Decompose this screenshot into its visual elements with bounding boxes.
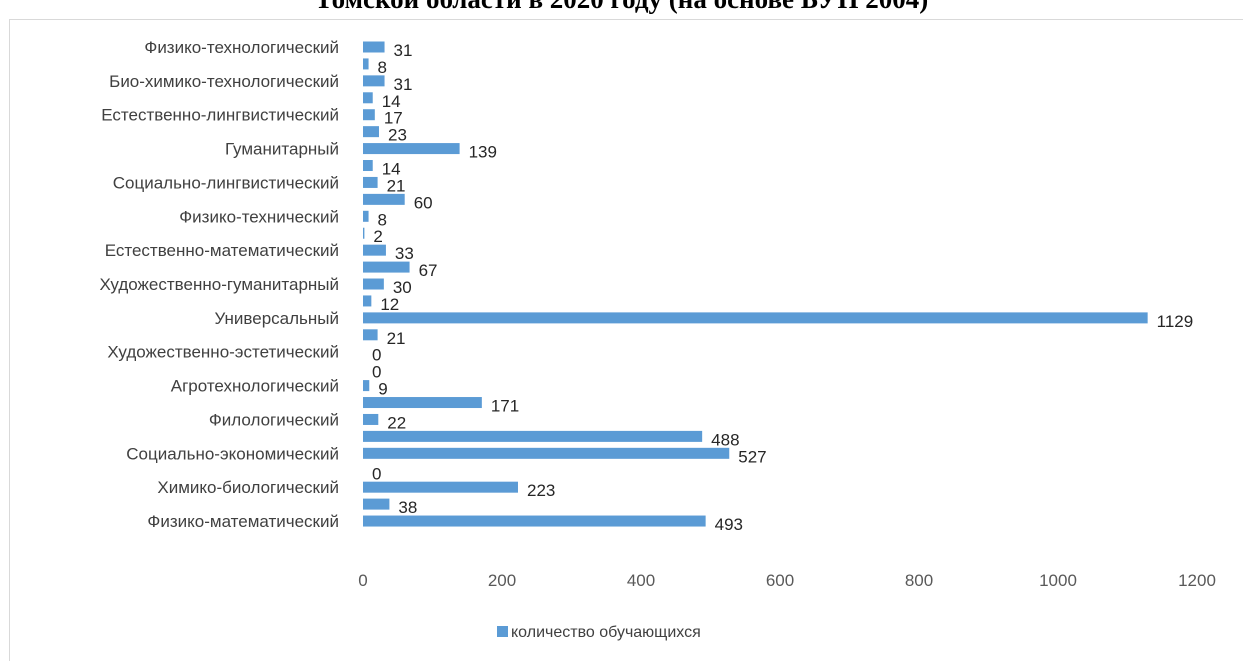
bar [363, 447, 730, 459]
value-label: 33 [395, 244, 414, 263]
category-label: Химико-биологический [157, 478, 339, 497]
bar [363, 176, 378, 188]
bar [363, 143, 460, 155]
category-labels: Физико-технологический Био-химико-техноло… [99, 38, 339, 531]
category-label: Естественно-лингвистический [101, 106, 339, 125]
legend-label: количество обучающихся [511, 624, 701, 641]
value-label: 488 [711, 430, 739, 449]
value-label: 23 [388, 126, 407, 145]
bars-layer [363, 41, 1148, 527]
legend: количество обучающихся [497, 624, 701, 641]
value-label: 31 [394, 75, 413, 94]
value-label: 527 [738, 447, 766, 466]
value-label: 1129 [1157, 312, 1194, 331]
category-label: Агротехнологический [171, 377, 339, 396]
bar [363, 92, 373, 104]
value-label: 171 [491, 397, 519, 416]
value-label: 67 [419, 261, 438, 280]
bar [363, 227, 365, 239]
x-tick-label: 200 [488, 571, 516, 590]
x-tick-label: 1200 [1178, 571, 1216, 590]
category-label: Художественно-гуманитарный [99, 275, 339, 294]
chart-frame [9, 19, 1243, 661]
x-tick-label: 1000 [1039, 571, 1077, 590]
bar [363, 397, 482, 409]
value-label: 2 [373, 227, 382, 246]
value-label: 21 [387, 176, 406, 195]
value-label: 8 [378, 210, 387, 229]
value-label: 17 [384, 109, 403, 128]
chart-title: Томской области в 2020 году (на основе Б… [0, 0, 1243, 15]
value-label: 9 [378, 380, 387, 399]
x-tick-label: 0 [358, 571, 367, 590]
bar [363, 126, 379, 138]
category-label: Физико-технический [179, 207, 339, 226]
bar [363, 41, 385, 53]
value-label: 38 [398, 498, 417, 517]
x-axis-ticks: 0 200 400 600 800 1000 1200 [358, 571, 1216, 590]
bar [363, 75, 385, 87]
bar [363, 329, 378, 341]
value-label: 0 [372, 363, 381, 382]
value-label: 60 [414, 193, 433, 212]
value-label: 0 [372, 464, 381, 483]
value-label: 0 [372, 346, 381, 365]
bar [363, 210, 369, 222]
category-label: Художественно-эстетический [107, 343, 339, 362]
value-label: 8 [378, 58, 387, 77]
bar [363, 380, 370, 392]
bar [363, 193, 405, 205]
category-label: Гуманитарный [225, 140, 339, 159]
legend-swatch [497, 626, 508, 637]
value-label: 139 [469, 143, 497, 162]
category-label: Филологический [209, 410, 339, 429]
category-label: Социально-экономический [126, 444, 339, 463]
category-label: Естественно-математический [105, 241, 339, 260]
value-labels: 3183114172313914216082336730121129210091… [372, 41, 1193, 534]
value-label: 31 [394, 41, 413, 60]
category-label: Социально-лингвистический [113, 173, 339, 192]
x-tick-label: 800 [905, 571, 933, 590]
bar [363, 109, 375, 121]
value-label: 493 [715, 515, 743, 534]
value-label: 30 [393, 278, 412, 297]
x-tick-label: 600 [766, 571, 794, 590]
bar [363, 430, 703, 442]
bar [363, 160, 373, 172]
bar [363, 481, 518, 493]
category-label: Био-химико-технологический [109, 72, 339, 91]
bar [363, 261, 410, 273]
value-label: 14 [382, 160, 401, 179]
bar [363, 498, 390, 510]
bar [363, 58, 369, 70]
bar [363, 295, 372, 307]
category-label: Универсальный [214, 309, 339, 328]
value-label: 21 [387, 329, 406, 348]
value-label: 223 [527, 481, 555, 500]
bar [363, 515, 706, 527]
value-label: 22 [387, 413, 406, 432]
bar [363, 278, 384, 290]
category-label: Физико-технологический [144, 38, 339, 57]
value-label: 12 [380, 295, 399, 314]
bar [363, 244, 386, 256]
category-label: Физико-математический [147, 512, 339, 531]
x-tick-label: 400 [627, 571, 655, 590]
bar [363, 312, 1148, 324]
bar [363, 413, 379, 425]
value-label: 14 [382, 92, 401, 111]
